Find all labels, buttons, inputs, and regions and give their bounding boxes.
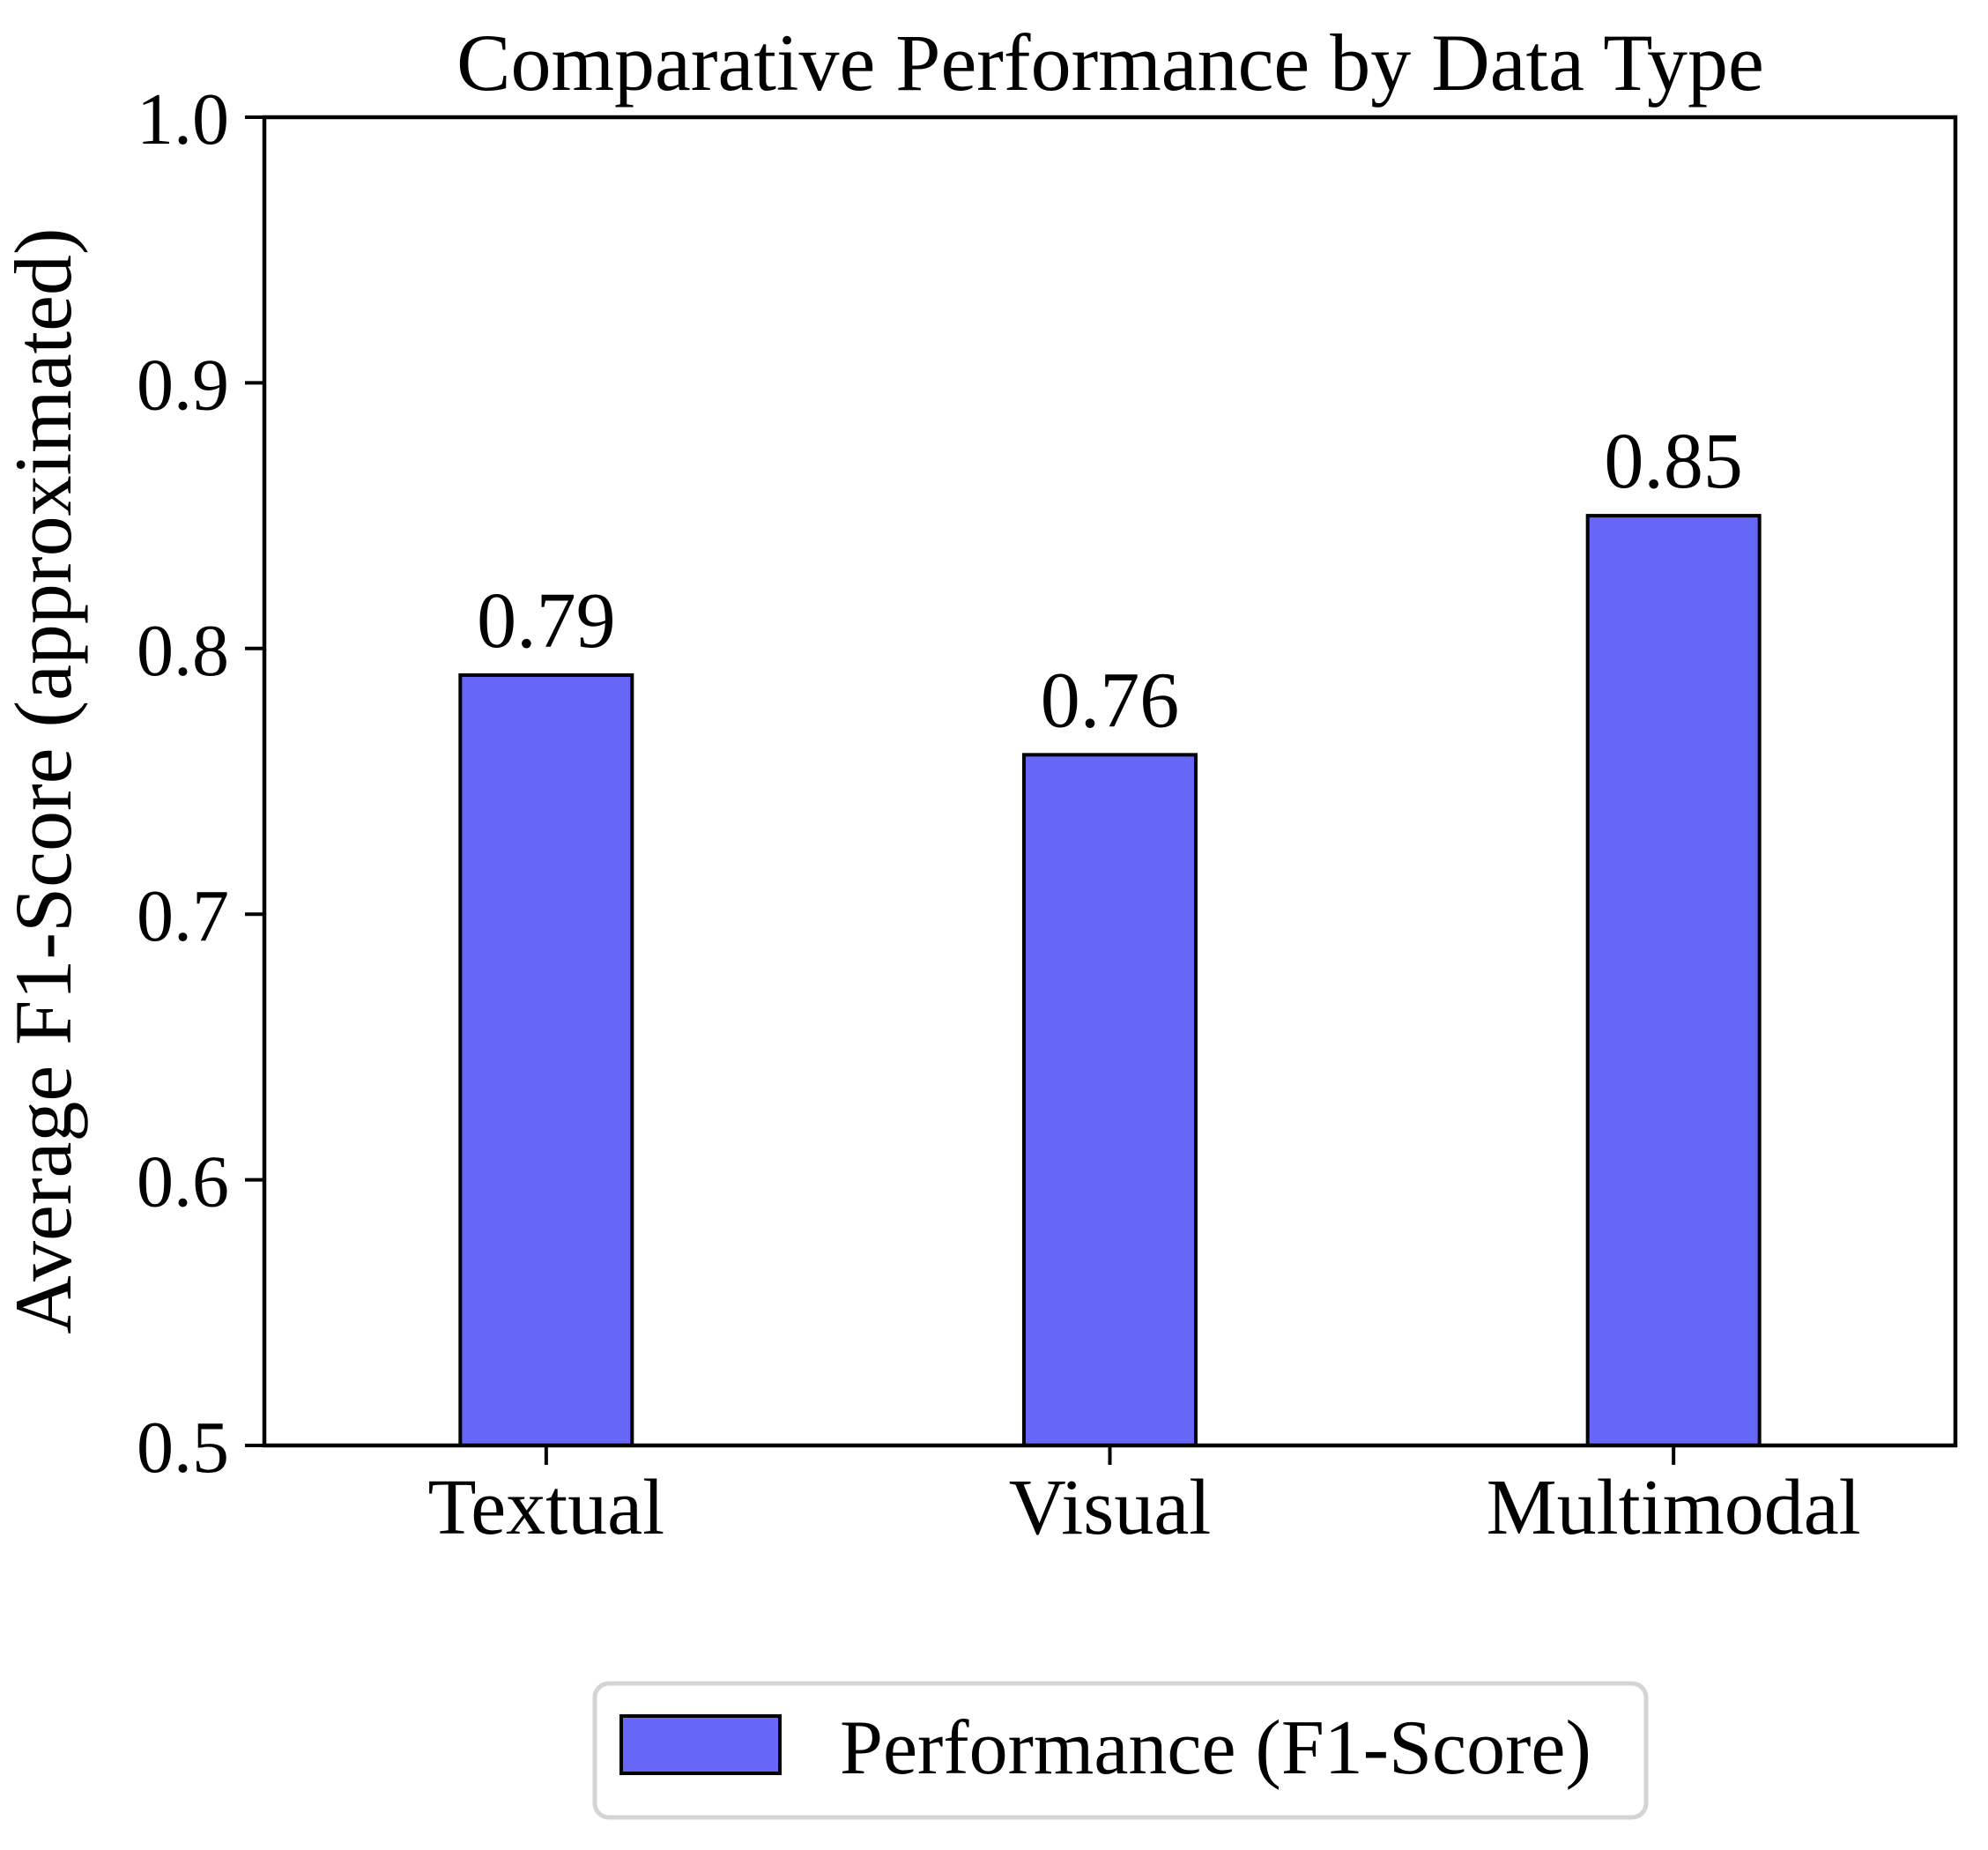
- bars-layer: 0.79 0.76 0.85: [458, 418, 1762, 1447]
- y-tick-label-1.0: 1.0: [137, 78, 229, 160]
- y-tick-label-0.9: 0.9: [137, 344, 229, 426]
- y-tick-label-0.8: 0.8: [137, 610, 229, 692]
- x-tick-label-multimodal: Multimodal: [1487, 1464, 1861, 1551]
- bar-value-label-visual: 0.76: [1041, 657, 1180, 744]
- bar-value-label-multimodal: 0.85: [1604, 418, 1743, 505]
- chart-title: Comparative Performance by Data Type: [456, 18, 1764, 108]
- legend-label: Performance (F1-Score): [840, 1705, 1591, 1791]
- y-axis-label: Average F1-Score (approximated): [0, 227, 88, 1334]
- y-tick-label-0.6: 0.6: [137, 1141, 229, 1223]
- legend: Performance (F1-Score): [592, 1681, 1649, 1820]
- bar-value-label-textual: 0.79: [477, 577, 616, 665]
- x-tick-label-textual: Textual: [428, 1464, 665, 1551]
- legend-box: [592, 1681, 1649, 1820]
- bar-visual: [1022, 753, 1198, 1447]
- bar-multimodal: [1585, 514, 1762, 1447]
- axes-layer: Textual Visual Multimodal 0.5 0.6 0.7 0.8 0.9 1.…: [137, 78, 1861, 1551]
- bar-textual: [458, 672, 634, 1447]
- legend-swatch: [619, 1714, 782, 1775]
- y-tick-label-0.7: 0.7: [137, 875, 229, 957]
- y-tick-label-0.5: 0.5: [137, 1407, 229, 1489]
- x-tick-label-visual: Visual: [1009, 1464, 1212, 1551]
